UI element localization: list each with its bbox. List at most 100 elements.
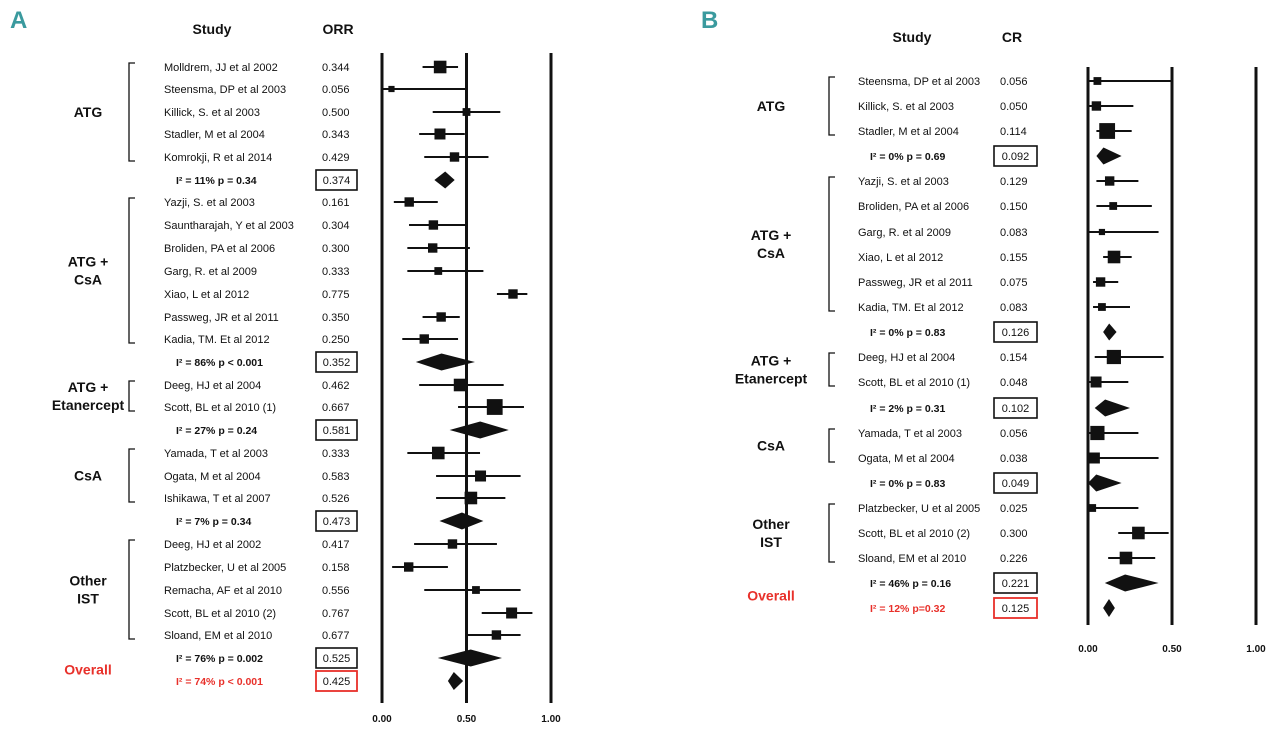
group-bracket [128,448,135,503]
heterogeneity-stat: I² = 86% p < 0.001 [176,357,263,369]
study-name: Steensma, DP et al 2003 [858,76,980,88]
study-name: Passweg, JR et al 2011 [164,312,279,324]
point-estimate [475,470,487,482]
study-row: Deeg, HJ et al 2004 0.154 [858,349,1164,365]
column-header-study: Study [193,21,232,37]
study-row: Stadler, M et al 2004 0.114 [858,123,1132,139]
study-name: Deeg, HJ et al 2004 [164,380,261,392]
point-estimate [404,197,414,207]
study-row: Scott, BL et al 2010 (2) 0.300 [858,526,1169,540]
study-name: Kadia, TM. Et al 2012 [164,334,270,346]
summary-value-box [993,472,1038,494]
study-value: 0.767 [322,608,350,620]
study-value: 0.150 [1000,201,1028,213]
point-estimate [453,378,467,392]
forest-panel-b: B Study CR 0.00 0.50 1.00 Steensma, DP et al 2… [701,7,1266,655]
summary-row: I² = 76% p = 0.002 0.525 [176,647,502,669]
column-header-value: CR [1002,29,1022,45]
study-value: 0.226 [1000,553,1028,565]
study-row: Molldrem, JJ et al 2002 0.344 [164,60,459,74]
point-estimate [508,289,518,299]
summary-row: I² = 27% p = 0.24 0.581 [176,419,509,441]
overall-diamond [1103,599,1115,617]
study-row: Stadler, M et al 2004 0.343 [164,128,465,141]
panel-label: B [701,7,718,34]
summary-value-box [315,419,358,441]
summary-diamond [439,512,484,530]
point-estimate [431,446,445,460]
study-row: Platzbecker, U et al 2005 0.158 [164,562,448,574]
overall-value: 0.125 [1002,603,1030,615]
point-estimate [436,312,446,322]
study-name: Stadler, M et al 2004 [164,129,265,141]
group-bracket [128,62,135,162]
study-row: Kadia, TM. Et al 2012 0.250 [164,334,459,346]
summary-diamond [415,353,475,371]
group-bracket [128,197,135,344]
study-value: 0.300 [1000,528,1028,540]
overall-value-box [315,670,358,692]
group-label: Other IST [69,573,107,607]
group-bracket [128,380,135,412]
study-name: Stadler, M et al 2004 [858,126,959,138]
study-row: Broliden, PA et al 2006 0.150 [858,201,1152,213]
study-row: Platzbecker, U et al 2005 0.025 [858,503,1139,515]
study-row: Sloand, EM et al 2010 0.677 [164,630,521,642]
study-name: Komrokji, R et al 2014 [164,152,272,164]
summary-value-box [993,145,1038,167]
point-estimate [491,630,502,640]
overall-row: Overall I² = 12% p=0.32 0.125 [747,587,1115,619]
study-name: Killick, S. et al 2003 [858,101,954,113]
study-name: Garg, R. et al 2009 [164,266,257,278]
point-estimate [388,85,395,93]
heterogeneity-stat: I² = 0% p = 0.69 [870,151,945,163]
study-value: 0.417 [322,539,350,551]
point-estimate [434,267,443,275]
study-row: Ogata, M et al 2004 0.038 [858,452,1159,465]
summary-value-box [315,169,358,191]
study-value: 0.583 [322,471,350,483]
summary-value-box [993,397,1038,419]
study-row: Sauntharajah, Y et al 2003 0.304 [164,220,467,232]
overall-label: Overall [747,587,794,603]
study-row: Sloand, EM et al 2010 0.226 [858,551,1156,565]
study-value: 0.083 [1000,227,1028,239]
study-row: Broliden, PA et al 2006 0.300 [164,243,470,255]
subgroup: Yamada, T et al 2003 0.056 Ogata, M et al … [757,425,1159,494]
group-bracket [828,352,835,387]
study-name: Scott, BL et al 2010 (2) [858,528,970,540]
study-row: Ishikawa, T et al 2007 0.526 [164,491,506,505]
overall-value-box [993,597,1038,619]
study-name: Deeg, HJ et al 2004 [858,352,955,364]
subgroup: Molldrem, JJ et al 2002 0.344 Steensma, DP… [74,60,501,191]
point-estimate [1090,376,1102,388]
study-value: 0.556 [322,585,350,597]
group-label: ATG [74,104,103,120]
study-name: Steensma, DP et al 2003 [164,84,286,96]
subgroup: Yamada, T et al 2003 0.333 Ogata, M et al … [74,446,521,532]
study-row: Scott, BL et al 2010 (1) 0.048 [858,376,1129,389]
summary-value-box [993,321,1038,343]
heterogeneity-stat: I² = 76% p = 0.002 [176,653,263,665]
group-bracket [828,176,835,312]
study-row: Deeg, HJ et al 2002 0.417 [164,539,497,551]
study-name: Remacha, AF et al 2010 [164,585,282,597]
summary-value-box [315,647,358,669]
subgroup: Yazji, S. et al 2003 0.129 Broliden, PA et… [751,176,1159,343]
group-label: ATG + CsA [751,227,792,261]
summary-row: I² = 11% p = 0.34 0.374 [176,169,455,191]
x-tick-label: 0.50 [1162,644,1182,655]
overall-value: 0.425 [323,676,351,688]
study-row: Killick, S. et al 2003 0.500 [164,107,501,119]
study-value: 0.075 [1000,277,1028,289]
study-value: 0.161 [322,197,350,209]
point-estimate [1095,277,1106,287]
study-value: 0.114 [1000,126,1027,138]
study-value: 0.462 [322,380,350,392]
study-row: Kadia, TM. Et al 2012 0.083 [858,302,1130,314]
point-estimate [1104,176,1115,186]
study-value: 0.343 [322,129,350,141]
point-estimate [1099,123,1116,139]
point-estimate [404,562,414,572]
